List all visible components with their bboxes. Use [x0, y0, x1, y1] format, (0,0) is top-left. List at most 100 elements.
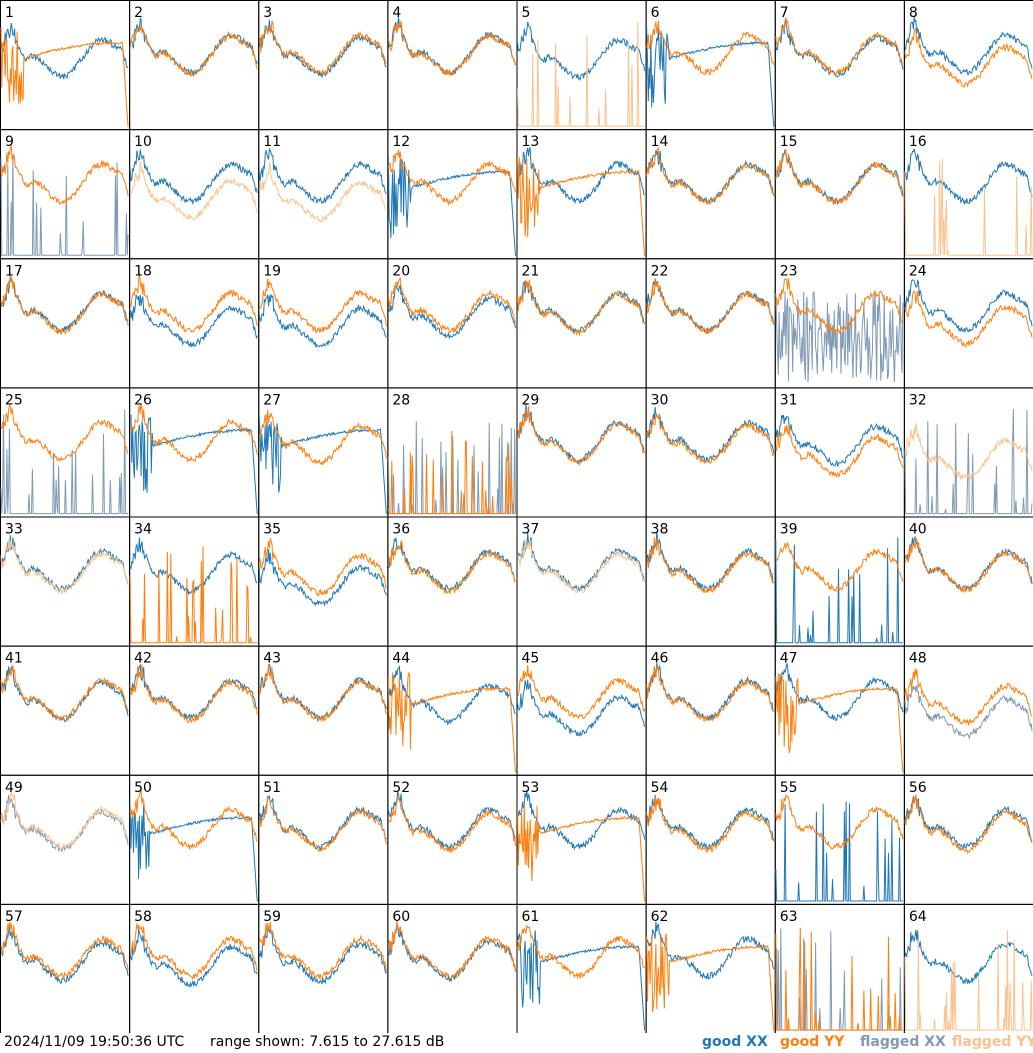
- panel-32: 32: [903, 387, 1033, 518]
- series-yy-62: [646, 933, 775, 1031]
- panel-label: 49: [5, 780, 23, 796]
- panel-31: 31: [774, 387, 905, 518]
- series-yy-4: [388, 21, 516, 77]
- panel-label: 64: [909, 909, 927, 925]
- series-xx-25: [0, 409, 129, 515]
- panel-35: 35: [258, 516, 389, 647]
- series-xx-63: [775, 928, 903, 1031]
- series-yy-24: [904, 290, 1033, 349]
- panel-52: 52: [387, 774, 518, 905]
- panel-20: 20: [387, 258, 518, 389]
- series-yy-27: [258, 409, 387, 466]
- series-yy-53: [517, 803, 646, 902]
- series-yy-47: [775, 672, 904, 773]
- panel-border: [129, 0, 260, 131]
- legend-good-xx-status: good: [702, 1034, 742, 1050]
- panel-label: 30: [651, 392, 669, 408]
- panel-11: 11: [258, 129, 389, 260]
- series-xx-45: [517, 679, 646, 737]
- panel-label: 63: [780, 909, 798, 925]
- series-yy-15: [775, 149, 904, 205]
- panel-border: [903, 903, 1033, 1033]
- series-xx-10: [129, 149, 258, 206]
- series-yy-58: [129, 923, 258, 981]
- series-yy-43: [258, 663, 387, 723]
- legend-flagged-yy-status: flagged: [952, 1034, 1012, 1050]
- panel-23: 23: [774, 258, 905, 389]
- panel-41: 41: [0, 645, 131, 776]
- panel-label: 47: [780, 651, 798, 667]
- series-yy-35: [258, 536, 387, 598]
- series-yy-11: [258, 162, 387, 223]
- panel-label: 26: [134, 392, 152, 408]
- panel-border: [258, 0, 389, 131]
- series-xx-54: [646, 794, 775, 852]
- panel-label: 40: [909, 522, 927, 538]
- panel-47: 47: [774, 645, 905, 776]
- series-yy-41: [0, 665, 129, 722]
- panel-42: 42: [129, 645, 260, 776]
- panel-label: 14: [651, 134, 669, 150]
- series-xx-41: [0, 665, 129, 723]
- panel-label: 32: [909, 392, 927, 408]
- panel-border: [387, 0, 518, 131]
- panel-border: [0, 0, 131, 131]
- panel-6: 6: [645, 0, 776, 131]
- series-xx-50: [129, 803, 258, 902]
- series-yy-55: [775, 793, 904, 850]
- panel-label: 34: [134, 522, 152, 538]
- panel-13: 13: [516, 129, 647, 260]
- panel-label: 20: [392, 263, 410, 279]
- panel-55: 55: [774, 774, 905, 905]
- series-xx-8: [904, 16, 1033, 75]
- panel-label: 24: [909, 263, 927, 279]
- series-yy-5: [517, 21, 645, 127]
- legend-flagged-xx-status: flagged: [860, 1034, 920, 1050]
- series-yy-26: [130, 403, 258, 464]
- series-xx-43: [258, 663, 387, 721]
- panel-30: 30: [645, 387, 776, 518]
- panel-label: 33: [5, 522, 23, 538]
- series-yy-56: [904, 794, 1033, 855]
- series-xx-21: [517, 280, 646, 334]
- panel-label: 61: [522, 909, 540, 925]
- series-yy-42: [129, 664, 258, 724]
- panel-50: 50: [129, 774, 260, 905]
- panel-label: 18: [134, 263, 152, 279]
- series-yy-20: [387, 276, 516, 334]
- series-xx-32: [904, 408, 1033, 515]
- panel-label: 25: [5, 392, 23, 408]
- series-yy-18: [129, 273, 258, 333]
- panel-label: 16: [909, 134, 927, 150]
- series-yy-29: [517, 406, 646, 467]
- series-yy-7: [775, 17, 904, 76]
- panel-label: 1: [5, 5, 14, 21]
- panel-58: 58: [129, 903, 260, 1033]
- series-yy-36: [387, 539, 516, 595]
- panel-18: 18: [129, 258, 260, 389]
- series-xx-16: [904, 148, 1033, 206]
- panel-border: [0, 129, 131, 260]
- series-yy-32: [904, 423, 1033, 482]
- series-yy-39: [775, 541, 904, 593]
- panel-8: 8: [903, 0, 1033, 131]
- footer: 2024/11/09 19:50:36 UTC range shown: 7.6…: [0, 1033, 1033, 1053]
- panel-label: 50: [134, 780, 152, 796]
- series-yy-31: [775, 424, 904, 479]
- series-yy-14: [646, 146, 775, 206]
- series-xx-19: [258, 293, 387, 348]
- series-xx-1: [0, 23, 129, 80]
- panel-26: 26: [129, 387, 260, 518]
- series-yy-49: [0, 791, 129, 851]
- panel-label: 54: [651, 780, 669, 796]
- panel-label: 3: [263, 5, 272, 21]
- series-xx-62: [646, 921, 775, 980]
- panel-5: 5: [516, 0, 647, 131]
- panel-1: 1: [0, 0, 131, 131]
- panel-label: 60: [392, 909, 410, 925]
- panel-label: 41: [5, 651, 23, 667]
- panel-29: 29: [516, 387, 647, 518]
- series-yy-21: [517, 279, 646, 337]
- panel-57: 57: [0, 903, 131, 1033]
